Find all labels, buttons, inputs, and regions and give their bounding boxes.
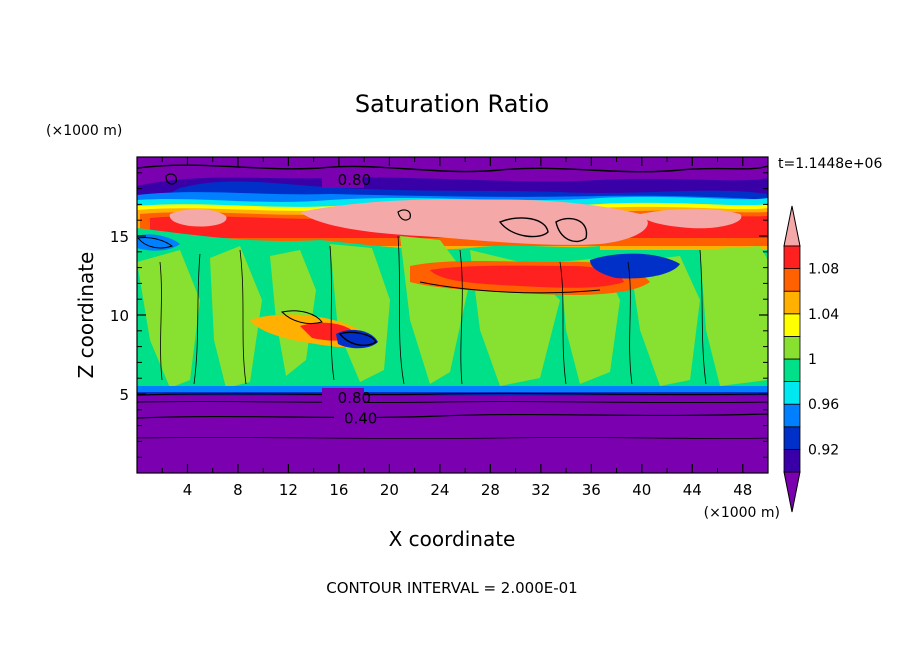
x-tick-label: 8 xyxy=(233,481,243,499)
colorbar-swatch xyxy=(783,448,801,473)
colorbar-swatch xyxy=(783,245,801,270)
colorbar-swatch xyxy=(783,426,801,450)
contour-value-label: 0.80 xyxy=(338,389,371,407)
colorbar-swatch xyxy=(783,313,801,337)
y-tick-label: 5 xyxy=(119,386,129,404)
x-tick-label: 40 xyxy=(632,481,651,499)
x-axis: 4 8 12 16 20 24 28 32 36 40 44 48 xyxy=(161,157,752,499)
colorbar-label: 1.08 xyxy=(808,262,839,278)
x-axis-title: X coordinate xyxy=(389,527,516,551)
mid-troposphere-layer xyxy=(137,234,768,390)
colorbar-lower-arrow xyxy=(783,471,801,513)
colorbar-label: 0.96 xyxy=(808,397,839,413)
colorbar-swatch xyxy=(783,290,801,315)
x-tick-label: 36 xyxy=(582,481,601,499)
colorbar: 1.08 1.04 1 0.96 0.92 xyxy=(783,205,839,513)
x-tick-label: 44 xyxy=(683,481,702,499)
colorbar-upper-arrow xyxy=(783,205,801,247)
colorbar-swatch xyxy=(783,268,801,292)
field-label-mask-1 xyxy=(322,170,364,188)
y-axis: 5 10 15 xyxy=(110,172,768,458)
x-tick-label: 48 xyxy=(733,481,752,499)
colorbar-swatch xyxy=(783,335,801,360)
colorbar-label: 1.04 xyxy=(808,307,839,323)
time-label: t=1.1448e+06 xyxy=(778,156,882,172)
colorbar-label: 0.92 xyxy=(808,442,839,458)
colorbar-swatch xyxy=(783,381,801,405)
x-tick-label: 32 xyxy=(531,481,550,499)
x-tick-label: 4 xyxy=(183,481,193,499)
chart-title: Saturation Ratio xyxy=(355,90,549,118)
contour-interval-note: CONTOUR INTERVAL = 2.000E-01 xyxy=(326,579,577,597)
contour-value-label: 0.40 xyxy=(344,410,377,428)
colorbar-swatch xyxy=(783,403,801,428)
field-label-mask-2 xyxy=(322,388,364,404)
contour-lines xyxy=(137,164,768,439)
x-tick-label: 24 xyxy=(430,481,449,499)
y-tick-label: 15 xyxy=(110,228,129,246)
x-tick-label: 16 xyxy=(329,481,348,499)
contour-value-label: 0.80 xyxy=(338,171,371,189)
x-tick-label: 20 xyxy=(380,481,399,499)
y-unit-label: (×1000 m) xyxy=(46,123,122,139)
y-axis-title: Z coordinate xyxy=(74,252,98,379)
y-tick-label: 10 xyxy=(110,307,129,325)
x-tick-label: 28 xyxy=(481,481,500,499)
colorbar-label: 1 xyxy=(808,352,817,368)
x-unit-label: (×1000 m) xyxy=(704,505,780,521)
x-tick-label: 12 xyxy=(279,481,298,499)
field-label-mask-3 xyxy=(334,408,376,424)
colorbar-swatch xyxy=(783,358,801,383)
contour-labels: 0.80 0.80 0.40 xyxy=(338,171,378,428)
contour-field xyxy=(137,157,768,473)
